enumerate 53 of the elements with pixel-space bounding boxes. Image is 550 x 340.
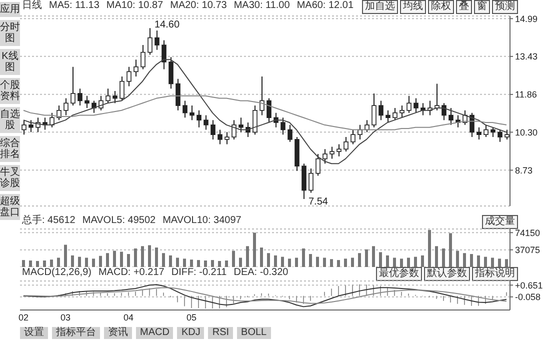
- annotation: 7.54: [308, 196, 328, 208]
- annotation: MACD(12,26,9): [22, 267, 92, 279]
- text: 均线: [400, 0, 426, 14]
- annotation: DIFF: -0.211: [171, 267, 227, 279]
- y-tick-label: 37075: [515, 245, 540, 256]
- annotation: 自选股: [0, 107, 20, 133]
- text: 资讯: [104, 327, 132, 339]
- text: 总手: 45612: [22, 215, 76, 227]
- annotation: DEA: -0.320: [234, 267, 288, 279]
- text: MACD: [136, 327, 174, 339]
- text: RSI: [208, 327, 234, 339]
- y-tick-label: +0.651: [515, 280, 543, 290]
- y-tick-label: 8.73: [515, 165, 533, 176]
- y-tick-label: 74150: [515, 228, 540, 238]
- text: 指标说明: [472, 267, 518, 281]
- annotation: 牛叉诊股: [0, 165, 20, 191]
- annotation: 个股资料: [0, 78, 20, 104]
- text: 应用: [0, 2, 20, 17]
- annotation: 超级盘口: [0, 194, 20, 220]
- text: 最优参数: [376, 267, 422, 281]
- text: MA5: 11.13: [49, 0, 100, 12]
- text: K线图: [0, 49, 20, 75]
- text: 设置: [20, 327, 48, 339]
- x-tick-label: 05: [186, 312, 197, 322]
- text: MA30: 11.00: [234, 0, 290, 12]
- annotation: 分时图: [0, 20, 20, 46]
- text: BOLL: [237, 327, 271, 339]
- text: MA10: 10.87: [106, 0, 164, 12]
- text: 窗: [474, 0, 490, 14]
- text: 除权: [428, 0, 454, 14]
- x-tick-label: 02: [18, 312, 29, 322]
- text: 默认参数: [424, 267, 470, 281]
- y-tick-label: 11.86: [515, 90, 537, 100]
- y-tick-label: -0.058: [515, 292, 541, 302]
- text: 加自选: [362, 0, 398, 14]
- text: 指标平台: [52, 327, 100, 339]
- text: MA60: 12.01: [296, 0, 354, 12]
- annotation: 综合排名: [0, 136, 20, 162]
- x-tick-label: 03: [60, 312, 71, 322]
- text: MAVOL10: 34097: [162, 215, 242, 227]
- y-tick-label: 10.30: [515, 127, 538, 138]
- y-tick-label: 13.43: [515, 52, 538, 62]
- text: KDJ: [177, 327, 204, 339]
- text: 预测: [492, 0, 518, 14]
- text: 日线: [22, 0, 42, 12]
- text: MAVOL5: 49502: [82, 215, 156, 227]
- annotation: 14.60: [154, 20, 180, 31]
- annotation: MACD: +0.217: [98, 267, 164, 279]
- y-tick-label: 14.99: [515, 14, 538, 24]
- x-tick-label: 04: [123, 312, 134, 322]
- text: 叠: [456, 0, 472, 14]
- text: MA20: 10.73: [170, 0, 227, 12]
- text: 成交量: [482, 215, 518, 229]
